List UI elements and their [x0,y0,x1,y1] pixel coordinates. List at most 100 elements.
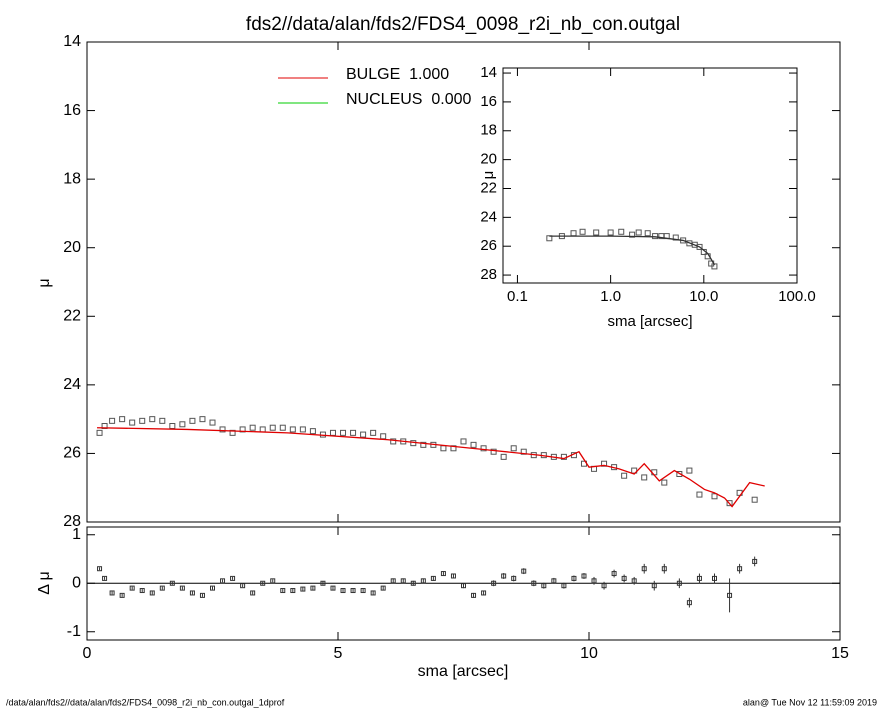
error-marker [686,600,692,606]
data-point [149,416,156,423]
data-point [460,438,467,445]
error-marker [641,566,647,572]
error-marker [340,588,346,594]
data-point [309,428,316,435]
data-point [219,426,226,433]
error-point [260,580,266,586]
data-point [209,419,216,426]
data-point [593,229,600,236]
error-marker [561,583,567,589]
data-point [579,228,586,235]
y-tick-label: 22 [63,308,81,325]
error-point [169,580,175,586]
y-tick-label: 20 [480,151,497,168]
plot-frame [502,67,798,284]
error-point [159,585,165,591]
model-line [97,427,765,508]
error-marker [179,585,185,591]
footer-right: alan@ Tue Nov 12 11:59:09 2019 [743,697,877,707]
error-point [179,585,185,591]
error-point [686,597,692,608]
y-tick-label: 1 [72,526,81,543]
error-point [230,575,236,581]
error-point [370,590,376,596]
error-marker [290,588,296,594]
error-marker [230,575,236,581]
error-marker [119,592,125,598]
error-point [561,582,567,589]
data-point [641,474,648,481]
error-marker [621,575,627,581]
error-marker [240,583,246,589]
data-point [199,416,206,423]
error-point [400,578,406,584]
data-point [299,426,306,433]
error-point [330,585,336,591]
error-marker [601,583,607,589]
error-marker [189,590,195,596]
error-point [661,563,667,574]
error-marker [420,578,426,584]
data-point [629,231,636,238]
error-point [481,590,487,596]
error-point [491,580,497,587]
error-marker [102,575,108,581]
data-point [711,493,718,500]
x-axis-label: sma [arcsec] [418,663,509,680]
data-point [500,453,507,460]
error-marker [551,578,557,584]
error-point [440,571,446,577]
data-point [139,417,146,424]
error-marker [350,588,356,594]
legend-label: NUCLEUS 0.000 [346,91,471,108]
error-point [551,577,557,584]
error-marker [280,588,286,594]
data-point [601,460,608,467]
error-marker [591,578,597,584]
data-point [279,424,286,431]
y-tick-label: 28 [63,513,81,530]
error-point [280,588,286,594]
error-point [571,575,577,582]
error-point [591,576,597,585]
error-point [621,574,627,583]
error-point [696,573,702,584]
error-point [430,575,436,581]
y-tick-label: 14 [480,64,497,81]
error-point [521,568,527,575]
x-tick-label: 15 [831,645,849,662]
data-point [189,417,196,424]
error-point [727,578,733,613]
error-point [270,578,276,584]
error-point [350,588,356,594]
error-point [139,588,145,594]
model-line [549,235,715,266]
error-point [220,578,226,584]
data-point [370,429,377,436]
data-point [676,471,683,477]
error-point [410,580,416,586]
error-point [511,575,517,582]
data-point [621,472,628,479]
error-marker [370,590,376,596]
data-point [119,416,126,423]
data-point [269,424,276,431]
data-point [652,233,659,240]
y-tick-label: 18 [63,170,81,187]
data-point [350,429,357,436]
x-tick-label: 100.0 [778,288,816,305]
error-point [420,578,426,584]
error-marker [450,573,456,579]
error-marker [109,590,115,596]
data-point [249,424,256,431]
data-point [644,230,651,237]
error-marker [310,585,316,591]
y-axis-label: Δ μ [36,571,53,594]
error-marker [737,566,743,572]
y-axis-label: μ [36,278,53,287]
data-point [129,419,136,426]
error-marker [330,585,336,591]
error-marker [712,575,717,581]
error-point [199,592,205,598]
